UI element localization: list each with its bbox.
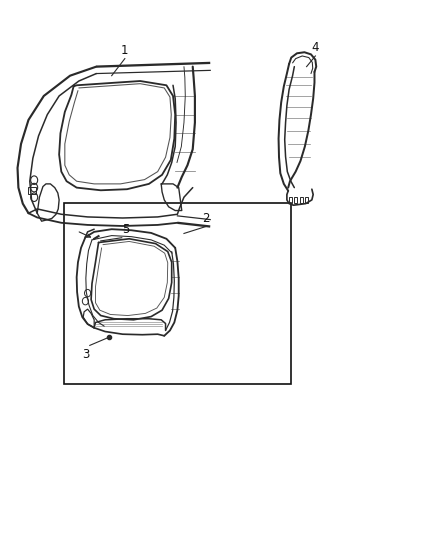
Bar <box>305 197 308 203</box>
Bar <box>28 187 36 194</box>
Text: 2: 2 <box>202 212 210 225</box>
Bar <box>294 197 297 203</box>
Bar <box>300 197 303 203</box>
Bar <box>64 203 291 384</box>
Bar <box>289 197 292 203</box>
Text: 4: 4 <box>311 42 319 54</box>
Text: 1: 1 <box>121 44 129 57</box>
Text: 5: 5 <box>123 223 130 236</box>
Text: 3: 3 <box>82 348 89 360</box>
